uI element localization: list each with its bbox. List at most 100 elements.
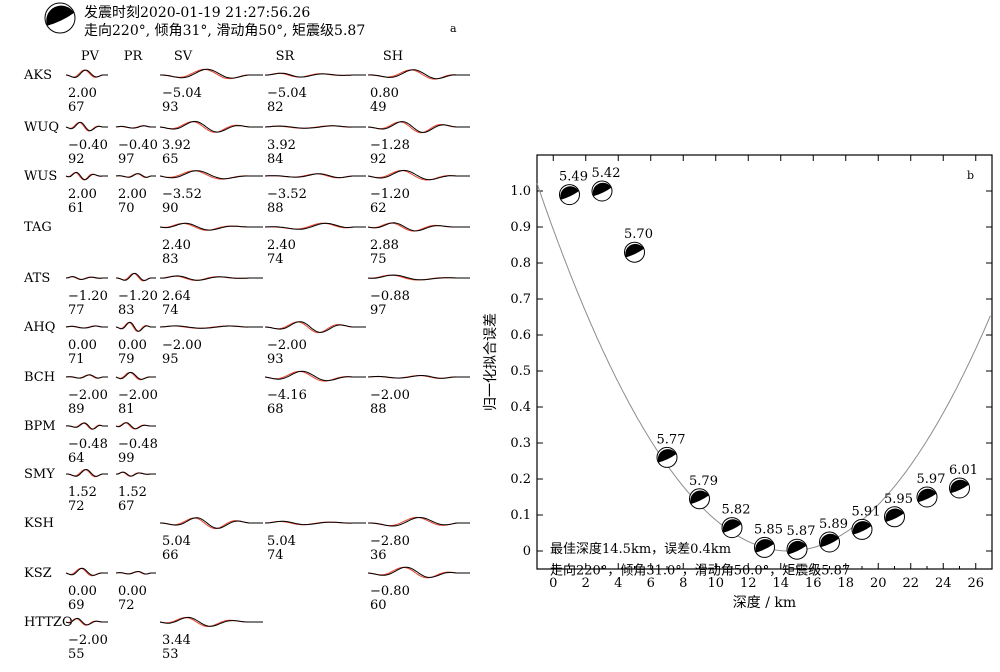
station-name: BCH xyxy=(24,370,55,385)
x-tick-label: 2 xyxy=(582,576,590,591)
time-shift-value: 2.40 xyxy=(267,238,296,253)
correlation-value: 95 xyxy=(162,352,179,367)
time-shift-value: −1.20 xyxy=(68,289,108,304)
station-name: TAG xyxy=(24,220,52,235)
station-name: KSZ xyxy=(24,566,52,581)
magnitude-label: 5.77 xyxy=(657,432,686,447)
time-shift-value: −0.48 xyxy=(68,437,108,452)
observed-waveform xyxy=(264,173,366,179)
time-shift-value: 1.52 xyxy=(68,485,97,500)
observed-waveform xyxy=(264,321,366,333)
column-header-sh: SH xyxy=(383,49,403,64)
depth-point: 5.91 xyxy=(851,504,881,540)
observed-waveform xyxy=(65,171,108,181)
correlation-value: 92 xyxy=(370,152,387,167)
observed-waveform xyxy=(115,371,156,380)
time-shift-value: 3.44 xyxy=(162,633,191,648)
focal-mechanism-beachball-icon xyxy=(624,241,645,263)
observed-waveform xyxy=(264,222,366,230)
depth-point: 5.89 xyxy=(819,517,848,553)
correlation-value: 74 xyxy=(267,548,284,563)
column-header-pr: PR xyxy=(124,49,144,64)
time-shift-value: 0.80 xyxy=(370,86,399,101)
x-tick-label: 16 xyxy=(805,576,822,591)
time-shift-value: 0.00 xyxy=(118,338,147,353)
correlation-value: 74 xyxy=(162,303,179,318)
y-axis-label: 归一化拟合误差 xyxy=(482,313,499,411)
depth-misfit-chart: 0 2 4 6 8 10 12 14 16 18 20 22 24 26 00.10.20.30.40.5… xyxy=(482,154,993,611)
x-tick-label: 20 xyxy=(870,576,887,591)
magnitude-label: 5.87 xyxy=(787,524,816,539)
waveform-fit-figure: 发震时刻2020-01-19 21:27:56.26 走向220°, 倾角31°… xyxy=(23,2,470,662)
focal-mechanism-beachball-icon xyxy=(721,517,743,539)
column-header-sv: SV xyxy=(174,49,193,64)
time-shift-value: 1.52 xyxy=(118,485,147,500)
observed-waveform xyxy=(264,370,366,382)
observed-waveform xyxy=(159,325,263,329)
time-shift-value: 5.04 xyxy=(267,534,296,549)
x-tick-label: 26 xyxy=(967,576,984,591)
observed-waveform xyxy=(159,616,263,627)
time-shift-value: −0.40 xyxy=(118,138,158,153)
observed-waveform xyxy=(115,422,156,430)
correlation-value: 88 xyxy=(267,201,284,216)
time-shift-value: −2.00 xyxy=(68,388,108,403)
focal-mechanism-beachball-icon xyxy=(656,446,678,468)
correlation-value: 64 xyxy=(68,451,85,466)
time-shift-value: −3.52 xyxy=(267,187,307,202)
time-shift-value: 2.88 xyxy=(370,238,399,253)
correlation-value: 65 xyxy=(162,152,179,167)
observed-waveform xyxy=(368,517,470,527)
depth-point: 6.01 xyxy=(949,463,978,499)
observed-waveform xyxy=(116,272,156,281)
time-shift-value: −0.80 xyxy=(370,584,410,599)
time-shift-value: 2.00 xyxy=(118,187,147,202)
observed-waveform xyxy=(160,68,263,79)
focal-mechanism-beachball-icon xyxy=(851,518,873,540)
observed-waveform xyxy=(115,173,156,178)
x-tick-label: 24 xyxy=(935,576,952,591)
event-origin-time: 发震时刻2020-01-19 21:27:56.26 xyxy=(84,5,310,21)
correlation-value: 88 xyxy=(370,402,387,417)
column-header-pv: PV xyxy=(81,49,100,64)
observed-waveform xyxy=(115,321,156,332)
best-depth-annotation: 最佳深度14.5km，误差0.4km xyxy=(550,541,731,557)
magnitude-label: 5.82 xyxy=(722,503,751,518)
waveform-fit-panel: 发震时刻2020-01-19 21:27:56.26 走向220°, 倾角31°… xyxy=(0,0,480,668)
focal-mechanism-beachball-icon xyxy=(916,486,938,508)
observed-waveform xyxy=(65,567,108,576)
time-shift-value: −2.00 xyxy=(162,338,202,353)
time-shift-value: 2.00 xyxy=(68,187,97,202)
correlation-value: 60 xyxy=(370,598,387,613)
x-tick-label: 6 xyxy=(647,576,655,591)
observed-waveform xyxy=(65,617,108,626)
observed-waveform xyxy=(367,274,470,281)
focal-mechanism-beachball-icon xyxy=(591,180,613,202)
y-tick-label: 0.1 xyxy=(510,508,531,523)
y-tick-label: 0.6 xyxy=(510,328,531,343)
observed-waveform xyxy=(65,325,108,329)
y-tick-label: 0.9 xyxy=(510,220,531,235)
magnitude-label: 5.95 xyxy=(884,492,913,507)
magnitude-label: 5.91 xyxy=(852,504,881,519)
event-focal-mechanism: 走向220°, 倾角31°, 滑动角50°, 矩震级5.87 xyxy=(84,22,365,39)
observed-waveform xyxy=(265,520,366,526)
y-tick-label: 1.0 xyxy=(510,184,531,199)
time-shift-value: −1.20 xyxy=(118,289,158,304)
station-name: ATS xyxy=(23,271,50,286)
time-shift-value: −5.04 xyxy=(267,86,307,101)
time-shift-value: −0.40 xyxy=(68,138,108,153)
observed-waveform xyxy=(159,222,263,231)
depth-point: 5.79 xyxy=(689,474,718,510)
station-name: AKS xyxy=(23,68,52,83)
depth-point: 5.85 xyxy=(754,522,783,558)
time-shift-value: −3.52 xyxy=(162,187,202,202)
depth-point: 5.49 xyxy=(559,170,588,206)
magnitude-label: 5.42 xyxy=(592,166,621,181)
focal-mechanism-beachball-icon xyxy=(819,531,840,553)
station-name: SMY xyxy=(24,467,55,482)
time-shift-value: 0.00 xyxy=(68,338,97,353)
panel-a-label: a xyxy=(450,22,457,35)
